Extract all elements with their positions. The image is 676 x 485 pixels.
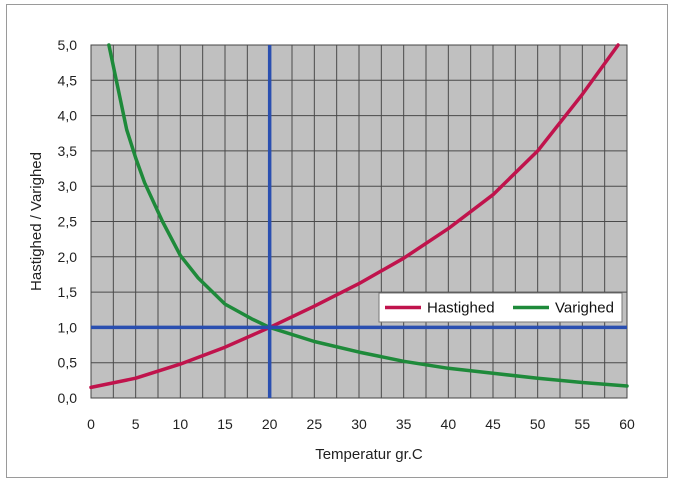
y-tick-label: 5,0 [58, 37, 78, 53]
x-tick-label: 60 [619, 416, 635, 432]
y-tick-label: 2,0 [58, 249, 78, 265]
y-tick-label: 2,5 [58, 214, 78, 230]
x-tick-label: 20 [262, 416, 278, 432]
y-tick-label: 1,0 [58, 319, 78, 335]
series-line-varighed [107, 43, 629, 388]
legend-label-hastighed: Hastighed [427, 300, 495, 317]
y-tick-label: 4,5 [58, 72, 78, 88]
y-tick-label: 3,0 [58, 178, 78, 194]
x-axis-title: Temperatur gr.C [315, 446, 423, 463]
x-tick-label: 30 [351, 416, 367, 432]
x-tick-label: 50 [530, 416, 546, 432]
x-tick-label: 15 [217, 416, 233, 432]
y-tick-label: 0,0 [58, 390, 78, 406]
x-tick-label: 25 [307, 416, 323, 432]
y-tick-label: 1,5 [58, 284, 78, 300]
x-tick-label: 0 [87, 416, 95, 432]
x-tick-label: 10 [173, 416, 189, 432]
y-axis-title: Hastighed / Varighed [28, 152, 45, 291]
x-tick-label: 45 [485, 416, 501, 432]
legend-label-varighed: Varighed [555, 300, 614, 317]
y-tick-label: 3,5 [58, 143, 78, 159]
x-tick-label: 55 [575, 416, 591, 432]
x-tick-label: 40 [441, 416, 457, 432]
y-tick-label: 0,5 [58, 355, 78, 371]
series-line-hastighed [89, 43, 620, 390]
y-tick-label: 4,0 [58, 108, 78, 124]
x-tick-label: 5 [132, 416, 140, 432]
x-tick-label: 35 [396, 416, 412, 432]
